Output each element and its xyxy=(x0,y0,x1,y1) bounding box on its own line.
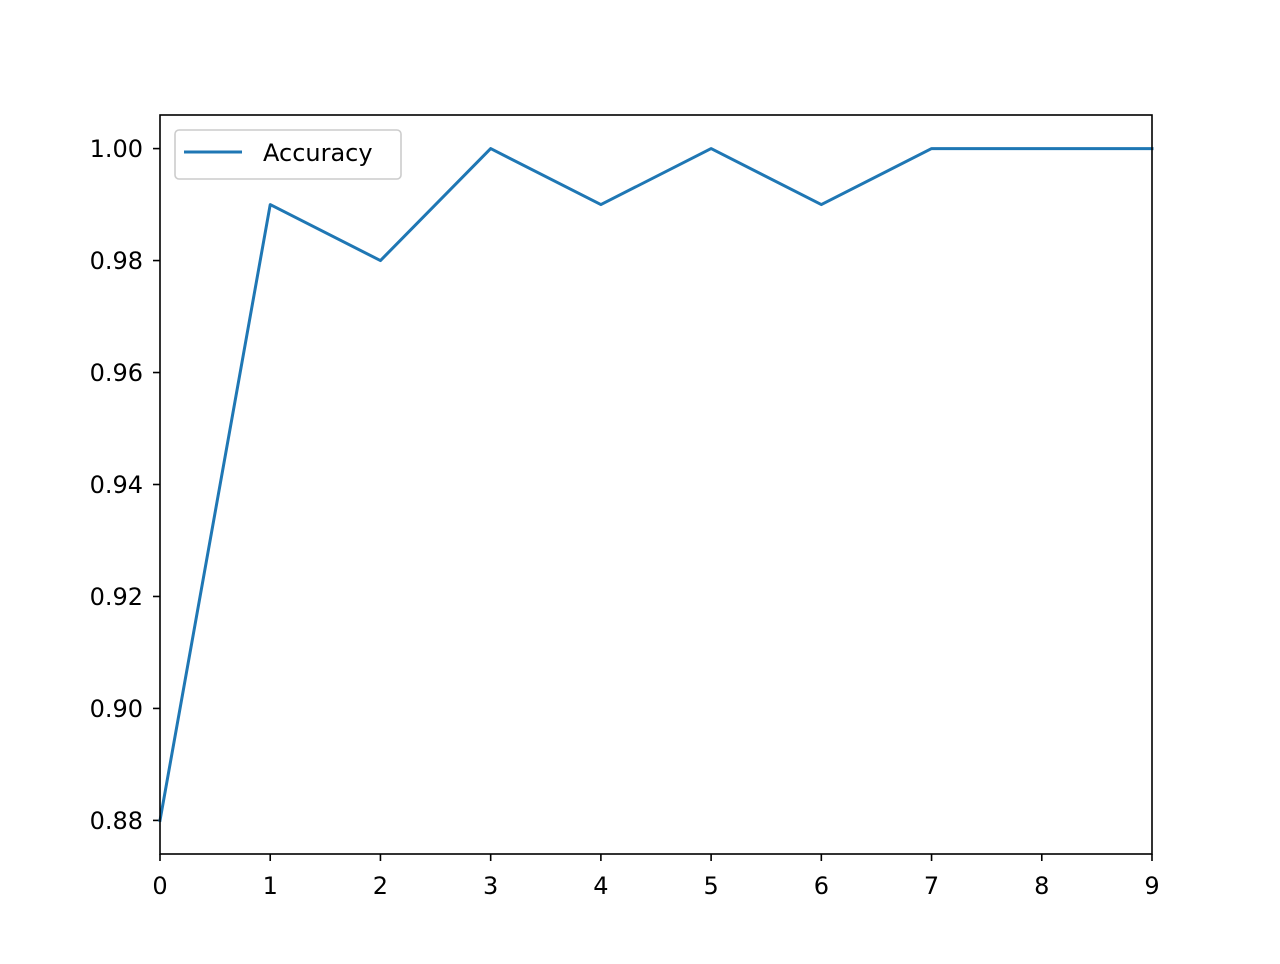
y-tick-label: 0.96 xyxy=(90,359,143,387)
x-tick-label: 1 xyxy=(263,872,278,900)
legend-label-accuracy: Accuracy xyxy=(263,139,373,167)
legend: Accuracy xyxy=(175,130,401,179)
x-tick-label: 4 xyxy=(593,872,608,900)
y-tick-label: 1.00 xyxy=(90,135,143,163)
x-tick-label: 3 xyxy=(483,872,498,900)
x-tick-label: 2 xyxy=(373,872,388,900)
x-tick-label: 7 xyxy=(924,872,939,900)
x-tick-label: 6 xyxy=(814,872,829,900)
x-tick-label: 9 xyxy=(1144,872,1159,900)
x-tick-label: 5 xyxy=(703,872,718,900)
y-tick-label: 0.90 xyxy=(90,695,143,723)
y-tick-label: 0.98 xyxy=(90,247,143,275)
x-tick-label: 8 xyxy=(1034,872,1049,900)
y-tick-label: 0.88 xyxy=(90,807,143,835)
y-tick-label: 0.92 xyxy=(90,583,143,611)
x-tick-label: 0 xyxy=(152,872,167,900)
y-tick-label: 0.94 xyxy=(90,471,143,499)
